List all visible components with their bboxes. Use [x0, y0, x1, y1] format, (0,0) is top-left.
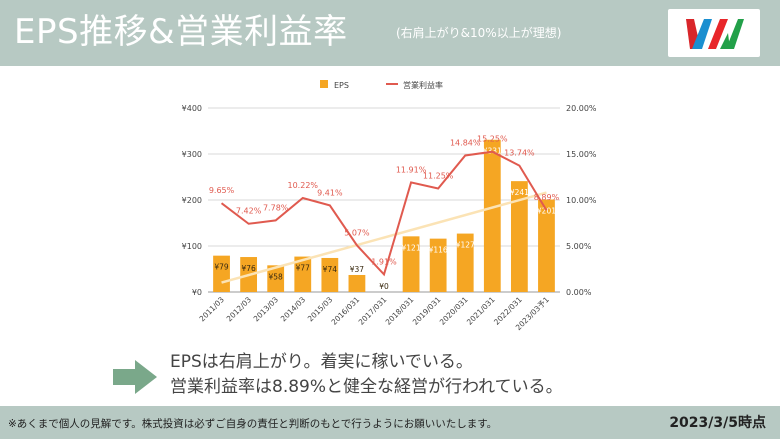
- legend-swatch-eps: [320, 80, 328, 88]
- margin-data-label: 7.42%: [236, 207, 262, 216]
- y-left-tick-label: ¥400: [182, 104, 202, 113]
- eps-bar: [402, 236, 420, 292]
- x-tick-label: 2021/031: [465, 295, 497, 327]
- eps-bar: [429, 238, 447, 292]
- x-tick-label: 2017/031: [357, 295, 389, 327]
- eps-trendline: [221, 191, 547, 284]
- comment-line-1: EPSは右肩上がり。着実に稼いでいる。: [170, 352, 473, 372]
- margin-data-label: 10.22%: [288, 181, 319, 190]
- page-title: EPS推移&営業利益率: [14, 12, 348, 52]
- y-left-tick-label: ¥0: [192, 288, 202, 297]
- eps-bar: [456, 233, 474, 292]
- margin-data-label: 11.91%: [396, 165, 427, 174]
- comment-line-2: 営業利益率は8.89%と健全な経営が行われている。: [170, 377, 563, 397]
- margin-data-label: 13.74%: [504, 149, 535, 158]
- x-tick-label: 2018/031: [384, 295, 416, 327]
- margin-data-label: 9.65%: [209, 186, 235, 195]
- margin-data-label: 5.07%: [344, 228, 370, 237]
- eps-data-label: ¥241: [510, 188, 529, 197]
- eps-bar: [267, 265, 285, 292]
- legend-label-margin: 営業利益率: [403, 80, 443, 90]
- margin-data-label: 1.91%: [371, 257, 397, 266]
- margin-data-label: 9.41%: [317, 188, 343, 197]
- eps-margin-chart: ¥0 ¥100 ¥200 ¥300 ¥400 0.00% 5.00% 10.00% 15.00%…: [182, 80, 597, 332]
- footer-bar: ※あくまで個人の見解です。株式投資は必ずご自身の責任と判断のもとで行うようにお願…: [0, 406, 780, 439]
- eps-data-label: ¥58: [269, 272, 284, 281]
- arrow-icon: [113, 360, 157, 398]
- x-tick-label: 2011/03: [198, 295, 227, 324]
- eps-data-label: ¥77: [296, 264, 311, 273]
- page-subtitle: (右肩上がり&10%以上が理想): [396, 26, 562, 40]
- y-left-tick-label: ¥200: [182, 196, 202, 205]
- x-tick-label: 2016/031: [330, 295, 362, 327]
- legend-label-eps: EPS: [334, 81, 349, 90]
- eps-bar: [213, 255, 230, 292]
- margin-data-label: 15.25%: [477, 135, 508, 144]
- eps-data-label: ¥116: [429, 246, 448, 255]
- as-of-date: 2023/3/5時点: [669, 415, 766, 431]
- margin-data-label: 7.78%: [263, 203, 289, 212]
- brand-logo: [668, 9, 760, 57]
- eps-bar: [538, 199, 555, 292]
- y-right-tick-label: 5.00%: [566, 242, 592, 251]
- y-left-tick-label: ¥100: [182, 242, 202, 251]
- eps-data-label: ¥76: [241, 264, 256, 273]
- eps-data-label: ¥79: [214, 263, 229, 272]
- y-right-tick-label: 10.00%: [566, 196, 597, 205]
- eps-data-label: ¥127: [456, 241, 475, 250]
- margin-data-label: 11.25%: [423, 172, 454, 181]
- y-right-tick-label: 15.00%: [566, 150, 597, 159]
- eps-data-label: ¥74: [323, 265, 338, 274]
- x-tick-label: 2013/03: [252, 295, 281, 324]
- margin-line: [220, 150, 548, 277]
- eps-bar: [483, 139, 501, 292]
- eps-data-label: ¥37: [350, 265, 365, 274]
- chart-panel: ¥0 ¥100 ¥200 ¥300 ¥400 0.00% 5.00% 10.00% 15.00%…: [160, 70, 600, 340]
- eps-bar: [510, 181, 528, 292]
- header-bar: EPS推移&営業利益率 (右肩上がり&10%以上が理想): [0, 0, 780, 66]
- y-left-tick-label: ¥300: [182, 150, 202, 159]
- disclaimer-text: ※あくまで個人の見解です。株式投資は必ずご自身の責任と判断のもとで行うようにお願…: [8, 418, 498, 430]
- x-tick-label: 2012/03: [225, 295, 254, 324]
- margin-data-label: 14.84%: [450, 138, 481, 147]
- eps-data-label: ¥201: [537, 207, 556, 216]
- eps-data-label: ¥121: [402, 243, 421, 252]
- margin-data-label: 8.89%: [534, 193, 560, 202]
- x-tick-label: 2019/031: [411, 295, 443, 327]
- eps-data-label: ¥0: [379, 282, 389, 291]
- brand-logo-icon: [686, 19, 744, 49]
- x-tick-label: 2014/03: [279, 295, 308, 324]
- y-right-tick-label: 20.00%: [566, 104, 597, 113]
- y-right-tick-label: 0.00%: [566, 288, 592, 297]
- x-tick-label: 2020/031: [438, 295, 470, 327]
- eps-bar: [348, 274, 366, 292]
- eps-bar: [294, 256, 312, 292]
- eps-bar: [321, 257, 339, 292]
